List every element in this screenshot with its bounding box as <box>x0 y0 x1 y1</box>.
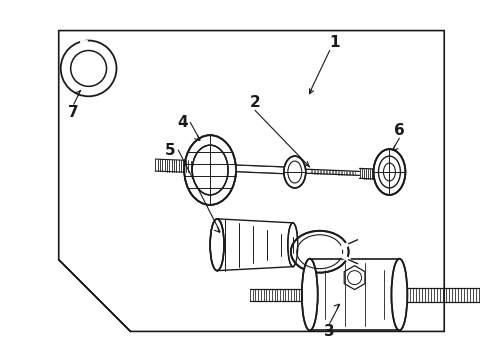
Ellipse shape <box>291 231 348 273</box>
Text: 7: 7 <box>68 105 79 120</box>
Ellipse shape <box>392 259 407 330</box>
Ellipse shape <box>302 259 318 330</box>
Ellipse shape <box>192 145 228 195</box>
Text: 2: 2 <box>249 95 260 110</box>
Ellipse shape <box>373 149 405 195</box>
Text: 4: 4 <box>177 115 188 130</box>
Ellipse shape <box>184 135 236 205</box>
Text: 5: 5 <box>165 143 175 158</box>
Ellipse shape <box>284 156 306 188</box>
Text: 1: 1 <box>329 35 340 50</box>
Text: 3: 3 <box>324 324 335 339</box>
Text: 6: 6 <box>394 123 405 138</box>
Ellipse shape <box>210 219 224 271</box>
Ellipse shape <box>288 223 298 267</box>
